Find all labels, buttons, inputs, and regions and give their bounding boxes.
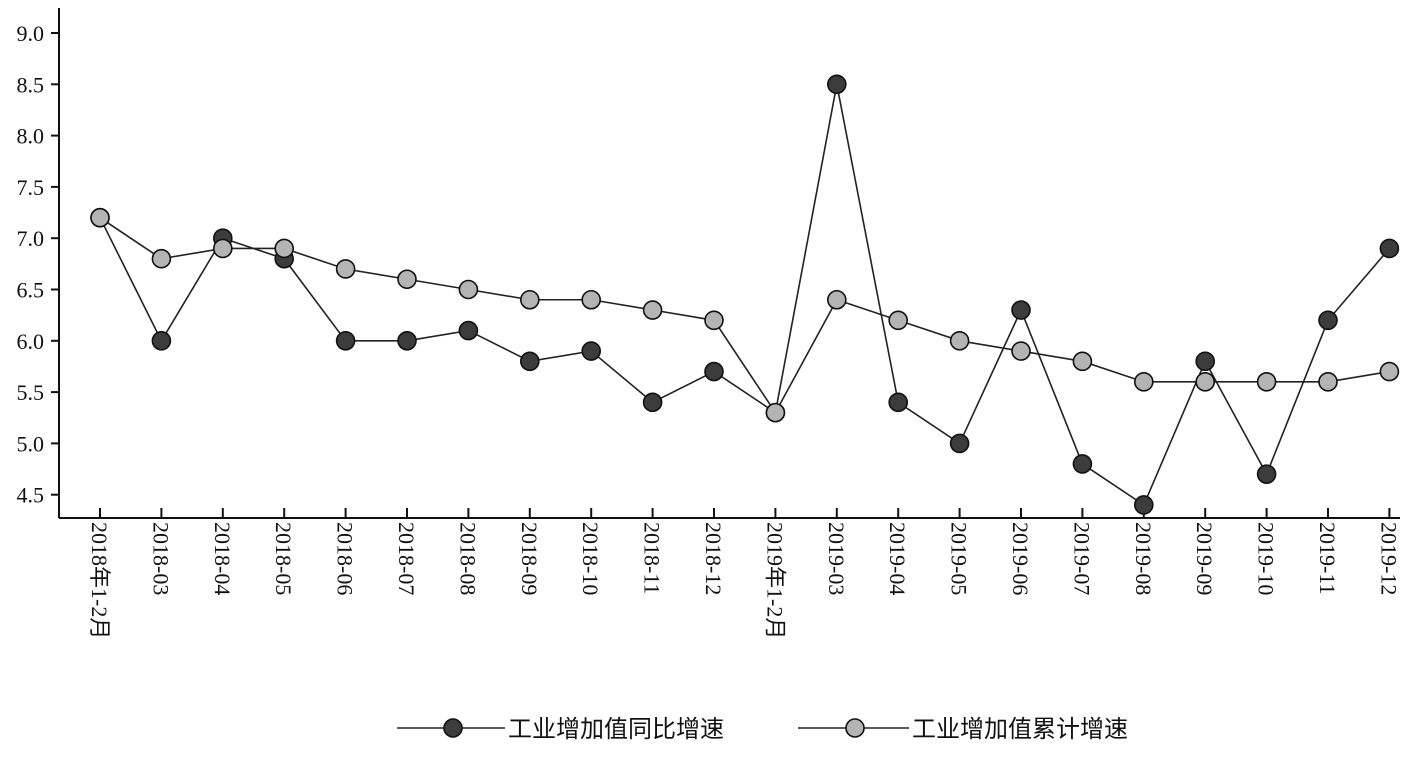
legend: 工业增加值同比增速 工业增加值累计增速 (397, 715, 1128, 743)
series-2-point (704, 310, 724, 331)
series-2-point (1072, 351, 1093, 372)
series-1-point (888, 392, 909, 413)
series-1-point (1318, 310, 1338, 331)
x-tick-label: 2018-06 (333, 522, 358, 595)
x-tick-label: 2018年1-2月 (87, 522, 112, 639)
legend-marker (443, 718, 463, 738)
x-tick-label: 2019-03 (824, 522, 849, 595)
series-2-point (1195, 372, 1215, 392)
series-2-point (826, 289, 847, 310)
series-2-point (1379, 361, 1400, 382)
x-tick-label: 2018-09 (517, 522, 542, 595)
series-1-point (1379, 238, 1400, 259)
y-tick-label: 8.0 (17, 124, 45, 149)
series-1-point (1011, 300, 1031, 320)
series-1-point (1072, 454, 1093, 474)
series-2-point (458, 279, 479, 300)
y-tick-label: 8.5 (17, 72, 45, 97)
series-1-point (335, 330, 356, 351)
x-tick-label: 2019-10 (1254, 522, 1279, 595)
x-tick-label: 2018-10 (578, 522, 603, 595)
series-layer (90, 74, 1400, 515)
series-2-point (949, 330, 970, 351)
series-1-point (397, 330, 417, 351)
legend-label: 工业增加值同比增速 (508, 715, 724, 743)
series-1-point (642, 392, 663, 413)
series-2-point (397, 269, 417, 290)
series-2-point (888, 310, 909, 331)
x-tick-label: 2019-11 (1315, 522, 1340, 595)
x-tick-label: 2018-05 (271, 522, 296, 595)
x-tick-label: 2019-12 (1376, 522, 1401, 595)
series-1-point (581, 341, 602, 361)
x-tick-label: 2018-11 (640, 522, 665, 595)
y-tick-label: 7.5 (17, 175, 45, 200)
legend-marker (845, 718, 865, 738)
x-tick-label: 2018-04 (210, 522, 235, 595)
x-tick-label: 2019-04 (885, 522, 910, 595)
series-1-point (704, 361, 724, 382)
x-tick-label: 2019年1-2月 (762, 522, 787, 639)
series-1-point (826, 74, 847, 95)
x-tick-label: 2019-06 (1008, 522, 1033, 595)
series-1-point (949, 433, 970, 454)
x-tick-label: 2018-03 (148, 522, 173, 595)
y-tick-label: 5.0 (17, 431, 45, 456)
series-1-point (151, 330, 172, 351)
series-1-point (1134, 495, 1154, 515)
y-tick-label: 6.0 (17, 329, 45, 354)
series-2-point (1318, 372, 1338, 392)
series-1-point (458, 320, 479, 341)
series-line-2 (99, 217, 1390, 415)
x-axis-ticks: 2018年1-2月 2018-03 2018-04 2018-05 2018-06 201… (87, 508, 1401, 639)
y-tick-label: 9.0 (17, 21, 45, 46)
series-1-point (519, 351, 540, 372)
series-2-point (519, 289, 540, 310)
y-tick-label: 4.5 (17, 483, 45, 508)
legend-label: 工业增加值累计增速 (912, 715, 1128, 743)
series-2-point (1256, 372, 1277, 392)
x-tick-label: 2019-09 (1192, 522, 1217, 595)
series-line-1 (99, 84, 1391, 507)
y-tick-label: 6.5 (17, 278, 45, 303)
series-1-point (1256, 464, 1277, 484)
series-1-point (1195, 351, 1215, 372)
series-2-point (1134, 372, 1154, 392)
x-tick-label: 2018-07 (394, 522, 419, 595)
x-tick-label: 2019-07 (1069, 522, 1094, 595)
series-2-point (765, 402, 786, 423)
series-2-point (151, 248, 172, 269)
y-axis-ticks: 4.5 5.0 5.5 6.0 6.5 7.0 7.5 8.0 8.5 9.0 (17, 21, 59, 508)
x-tick-label: 2018-12 (701, 522, 726, 595)
x-tick-label: 2018-08 (455, 522, 480, 595)
y-tick-label: 7.0 (17, 226, 45, 251)
x-tick-label: 2019-08 (1131, 522, 1156, 595)
series-2-point (213, 238, 233, 259)
series-2-point (90, 207, 110, 228)
series-2-point (274, 238, 295, 259)
series-2-point (581, 289, 602, 310)
series-2-point (642, 300, 663, 320)
y-tick-label: 5.5 (17, 380, 45, 405)
series-2-point (1011, 341, 1031, 361)
series-2-point (335, 259, 356, 279)
x-tick-label: 2019-05 (947, 522, 972, 595)
